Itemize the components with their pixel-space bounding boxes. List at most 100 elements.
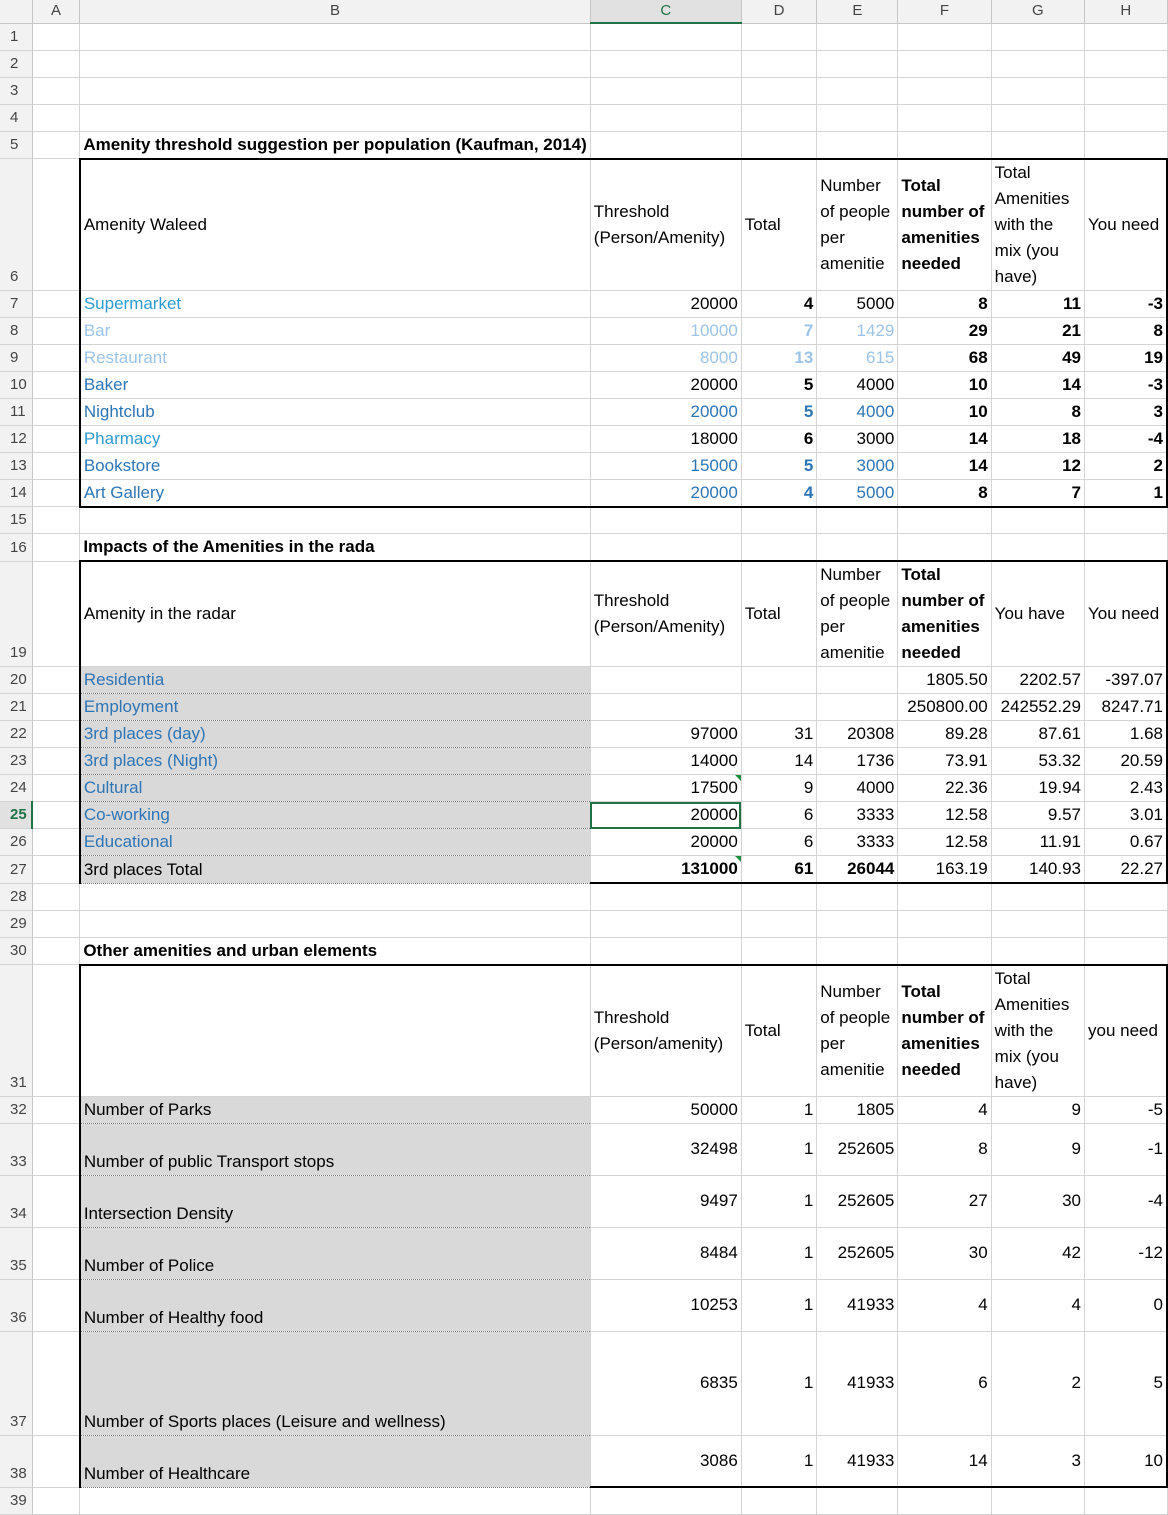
row-header-1[interactable]: 1: [0, 23, 32, 50]
cell-d9[interactable]: 13: [741, 344, 816, 371]
cell-a3[interactable]: [32, 77, 80, 104]
cell-b33[interactable]: Number of public Transport stops: [80, 1123, 590, 1175]
cell-g12[interactable]: 18: [991, 425, 1084, 452]
cell-e14[interactable]: 5000: [817, 479, 898, 507]
cell-h13[interactable]: 2: [1084, 452, 1167, 479]
cell-g28[interactable]: [991, 883, 1084, 910]
row-header-12[interactable]: 12: [0, 425, 32, 452]
row-header-33[interactable]: 33: [0, 1123, 32, 1175]
cell-f33[interactable]: 8: [898, 1123, 991, 1175]
cell-g13[interactable]: 12: [991, 452, 1084, 479]
cell-b19[interactable]: Amenity in the radar: [80, 561, 590, 667]
cell-g39[interactable]: [991, 1487, 1084, 1514]
cell-d10[interactable]: 5: [741, 371, 816, 398]
cell-h34[interactable]: -4: [1084, 1175, 1167, 1227]
cell-g27[interactable]: 140.93: [991, 856, 1084, 884]
cell-c30[interactable]: [590, 937, 741, 965]
cell-c14[interactable]: 20000: [590, 479, 741, 507]
cell-g15[interactable]: [991, 507, 1084, 534]
cell-e15[interactable]: [817, 507, 898, 534]
cell-e8[interactable]: 1429: [817, 317, 898, 344]
cell-c24[interactable]: 17500: [590, 775, 741, 802]
cell-a29[interactable]: [32, 910, 80, 937]
cell-h35[interactable]: -12: [1084, 1227, 1167, 1279]
cell-g6[interactable]: Total Amenities with the mix (you have): [991, 159, 1084, 291]
cell-e32[interactable]: 1805: [817, 1096, 898, 1123]
cell-h29[interactable]: [1084, 910, 1167, 937]
cell-d4[interactable]: [741, 104, 816, 131]
cell-a4[interactable]: [32, 104, 80, 131]
cell-e2[interactable]: [817, 50, 898, 77]
cell-h20[interactable]: -397.07: [1084, 667, 1167, 694]
cell-g37[interactable]: 2: [991, 1331, 1084, 1435]
cell-a16[interactable]: [32, 534, 80, 562]
cell-d35[interactable]: 1: [741, 1227, 816, 1279]
cell-b7[interactable]: Supermarket: [80, 290, 590, 317]
cell-h10[interactable]: -3: [1084, 371, 1167, 398]
cell-f23[interactable]: 73.91: [898, 748, 991, 775]
cell-c31[interactable]: Threshold (Person/amenity): [590, 965, 741, 1097]
cell-e39[interactable]: [817, 1487, 898, 1514]
cell-b2[interactable]: [80, 50, 590, 77]
row-header-36[interactable]: 36: [0, 1279, 32, 1331]
cell-c32[interactable]: 50000: [590, 1096, 741, 1123]
cell-b8[interactable]: Bar: [80, 317, 590, 344]
cell-a23[interactable]: [32, 748, 80, 775]
cell-a37[interactable]: [32, 1331, 80, 1435]
row-header-30[interactable]: 30: [0, 937, 32, 965]
cell-b14[interactable]: Art Gallery: [80, 479, 590, 507]
cell-a1[interactable]: [32, 23, 80, 50]
cell-h31[interactable]: you need: [1084, 965, 1167, 1097]
cell-h6[interactable]: You need: [1084, 159, 1167, 291]
cell-g35[interactable]: 42: [991, 1227, 1084, 1279]
cell-f25[interactable]: 12.58: [898, 802, 991, 829]
cell-c29[interactable]: [590, 910, 741, 937]
cell-e11[interactable]: 4000: [817, 398, 898, 425]
cell-c22[interactable]: 97000: [590, 721, 741, 748]
cell-e7[interactable]: 5000: [817, 290, 898, 317]
row-header-10[interactable]: 10: [0, 371, 32, 398]
cell-f26[interactable]: 12.58: [898, 829, 991, 856]
cell-e30[interactable]: [817, 937, 898, 965]
cell-a11[interactable]: [32, 398, 80, 425]
cell-c20[interactable]: [590, 667, 741, 694]
cell-e19[interactable]: Number of people per amenitie: [817, 561, 898, 667]
cell-b11[interactable]: Nightclub: [80, 398, 590, 425]
row-header-24[interactable]: 24: [0, 775, 32, 802]
cell-g10[interactable]: 14: [991, 371, 1084, 398]
cell-h21[interactable]: 8247.71: [1084, 694, 1167, 721]
cell-b23[interactable]: 3rd places (Night): [80, 748, 590, 775]
cell-g32[interactable]: 9: [991, 1096, 1084, 1123]
cell-a10[interactable]: [32, 371, 80, 398]
cell-c5[interactable]: [590, 131, 741, 159]
cell-g22[interactable]: 87.61: [991, 721, 1084, 748]
cell-b5[interactable]: Amenity threshold suggestion per populat…: [80, 131, 590, 159]
cell-b39[interactable]: [80, 1487, 590, 1514]
cell-h30[interactable]: [1084, 937, 1167, 965]
cell-a33[interactable]: [32, 1123, 80, 1175]
cell-d7[interactable]: 4: [741, 290, 816, 317]
cell-a26[interactable]: [32, 829, 80, 856]
cell-f30[interactable]: [898, 937, 991, 965]
row-header-22[interactable]: 22: [0, 721, 32, 748]
cell-b13[interactable]: Bookstore: [80, 452, 590, 479]
cell-h36[interactable]: 0: [1084, 1279, 1167, 1331]
cell-a2[interactable]: [32, 50, 80, 77]
row-header-6[interactable]: 6: [0, 159, 32, 291]
cell-c8[interactable]: 10000: [590, 317, 741, 344]
cell-g29[interactable]: [991, 910, 1084, 937]
cell-e29[interactable]: [817, 910, 898, 937]
cell-e38[interactable]: 41933: [817, 1435, 898, 1487]
cell-g5[interactable]: [991, 131, 1084, 159]
row-header-13[interactable]: 13: [0, 452, 32, 479]
cell-h4[interactable]: [1084, 104, 1167, 131]
cell-a34[interactable]: [32, 1175, 80, 1227]
cell-a5[interactable]: [32, 131, 80, 159]
cell-f13[interactable]: 14: [898, 452, 991, 479]
cell-g20[interactable]: 2202.57: [991, 667, 1084, 694]
cell-e28[interactable]: [817, 883, 898, 910]
cell-e35[interactable]: 252605: [817, 1227, 898, 1279]
cell-c19[interactable]: Threshold (Person/Amenity): [590, 561, 741, 667]
cell-c15[interactable]: [590, 507, 741, 534]
cell-b21[interactable]: Employment: [80, 694, 590, 721]
